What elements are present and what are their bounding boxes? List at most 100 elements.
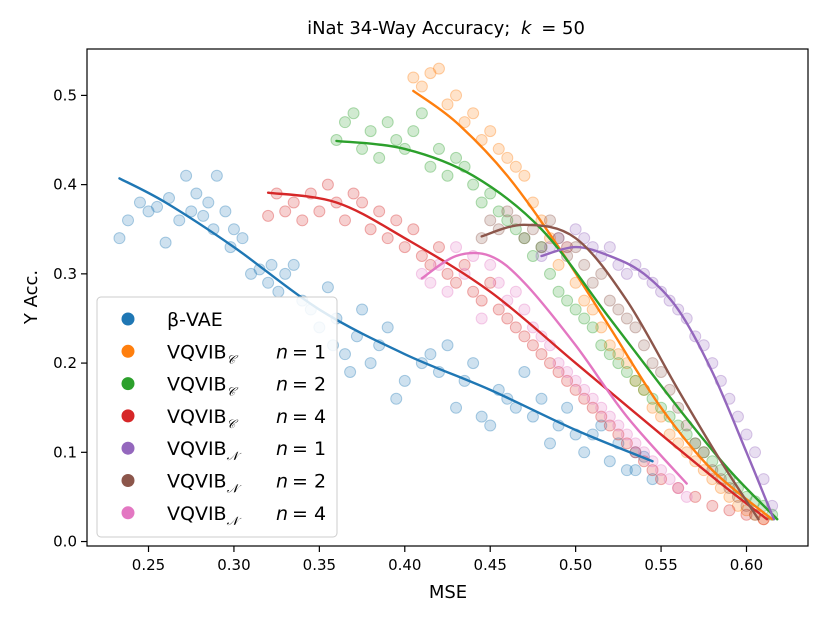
scatter-point	[287, 258, 300, 271]
legend-label: VQVIB𝒩 n = 4	[167, 503, 326, 528]
scatter-point	[561, 366, 574, 379]
scatter-point	[740, 428, 753, 441]
scatter-point	[210, 169, 223, 182]
scatter-point	[629, 374, 642, 387]
scatter-point	[432, 62, 445, 75]
scatter-point	[578, 392, 591, 405]
scatter-point	[586, 321, 599, 334]
scatter-point	[484, 214, 497, 227]
scatter-point	[441, 267, 454, 280]
scatter-point	[467, 285, 480, 298]
scatter-point	[612, 419, 625, 432]
scatter-point	[321, 178, 334, 191]
scatter-point	[492, 205, 505, 218]
scatter-point	[450, 401, 463, 414]
scatter-point	[364, 125, 377, 138]
x-tick-label: 0.30	[217, 556, 250, 574]
fit-line	[412, 89, 774, 521]
scatter-point	[518, 303, 531, 316]
scatter-point	[450, 276, 463, 289]
scatter-point	[338, 348, 351, 361]
x-tick-label: 0.50	[559, 556, 592, 574]
scatter-point	[450, 151, 463, 164]
scatter-point	[569, 374, 582, 387]
scatter-point	[424, 258, 437, 271]
scatter-point	[663, 473, 676, 486]
scatter-point	[407, 125, 420, 138]
legend-label-subscript: 𝒩	[227, 482, 242, 496]
scatter-point	[467, 178, 480, 191]
scatter-point	[672, 482, 685, 495]
scatter-point	[646, 473, 659, 486]
fit-line	[420, 251, 688, 485]
legend-label: VQVIB𝒩 n = 2	[167, 471, 326, 496]
y-tick-label: 0.2	[53, 354, 77, 372]
scatter-point	[620, 366, 633, 379]
scatter-point	[680, 490, 693, 503]
scatter-point	[467, 107, 480, 120]
scatter-point	[731, 499, 744, 512]
scatter-point	[552, 366, 565, 379]
scatter-point	[655, 366, 668, 379]
scatter-point	[637, 339, 650, 352]
scatter-point	[475, 410, 488, 423]
scatter-point	[313, 205, 326, 218]
scatter-point	[373, 205, 386, 218]
scatter-point	[603, 410, 616, 423]
scatter-point	[552, 357, 565, 370]
scatter-point	[535, 330, 548, 343]
scatter-point	[535, 392, 548, 405]
scatter-point	[612, 303, 625, 316]
scatter-point	[407, 71, 420, 84]
scatter-point	[578, 312, 591, 325]
scatter-point	[390, 134, 403, 147]
scatter-point	[227, 223, 240, 236]
scatter-point	[578, 383, 591, 396]
scatter-point	[518, 232, 531, 245]
legend-label-main: VQVIB	[167, 374, 227, 396]
scatter-point	[484, 125, 497, 138]
scatter-point	[561, 294, 574, 307]
scatter-point	[441, 285, 454, 298]
scatter-point	[544, 267, 557, 280]
scatter-point	[620, 267, 633, 280]
legend-label-n: n	[276, 374, 288, 396]
scatter-point	[484, 187, 497, 200]
legend-label-n-value: 2	[314, 374, 326, 396]
legend-label-n-value: 4	[314, 406, 326, 428]
scatter-point	[629, 321, 642, 334]
legend-marker	[121, 312, 135, 326]
scatter-point	[484, 276, 497, 289]
scatter-point	[415, 107, 428, 120]
scatter-point	[492, 303, 505, 316]
scatter-point	[526, 223, 539, 236]
fit-line	[266, 191, 769, 521]
x-tick-label: 0.35	[303, 556, 336, 574]
legend-label-n-value: 4	[314, 503, 326, 525]
scatter-point	[381, 116, 394, 129]
legend-label-n-value: 2	[314, 471, 326, 493]
chart-title-prefix: iNat 34-Way Accuracy;	[307, 18, 510, 39]
scatter-point	[603, 419, 616, 432]
scatter-point	[655, 285, 668, 298]
scatter-point	[344, 366, 357, 379]
legend-label-eq: =	[292, 438, 314, 460]
scatter-point	[173, 214, 186, 227]
scatter-point	[197, 209, 210, 222]
scatter-point	[501, 205, 514, 218]
scatter-point	[569, 303, 582, 316]
scatter-point	[603, 348, 616, 361]
scatter-point	[236, 232, 249, 245]
scatter-point	[458, 258, 471, 271]
scatter-point	[272, 285, 285, 298]
scatter-point	[706, 499, 719, 512]
scatter-point	[646, 464, 659, 477]
scatter-point	[190, 187, 203, 200]
legend-label-n: n	[276, 406, 288, 428]
chart-title: iNat 34-Way Accuracy; k = 50	[307, 18, 585, 39]
y-tick-label: 0.1	[53, 443, 77, 461]
scatter-point	[544, 214, 557, 227]
scatter-point	[620, 464, 633, 477]
y-axis: 0.0 0.1 0.2 0.3 0.4 0.5	[53, 86, 87, 551]
legend-label: VQVIB𝒩 n = 1	[167, 438, 326, 463]
